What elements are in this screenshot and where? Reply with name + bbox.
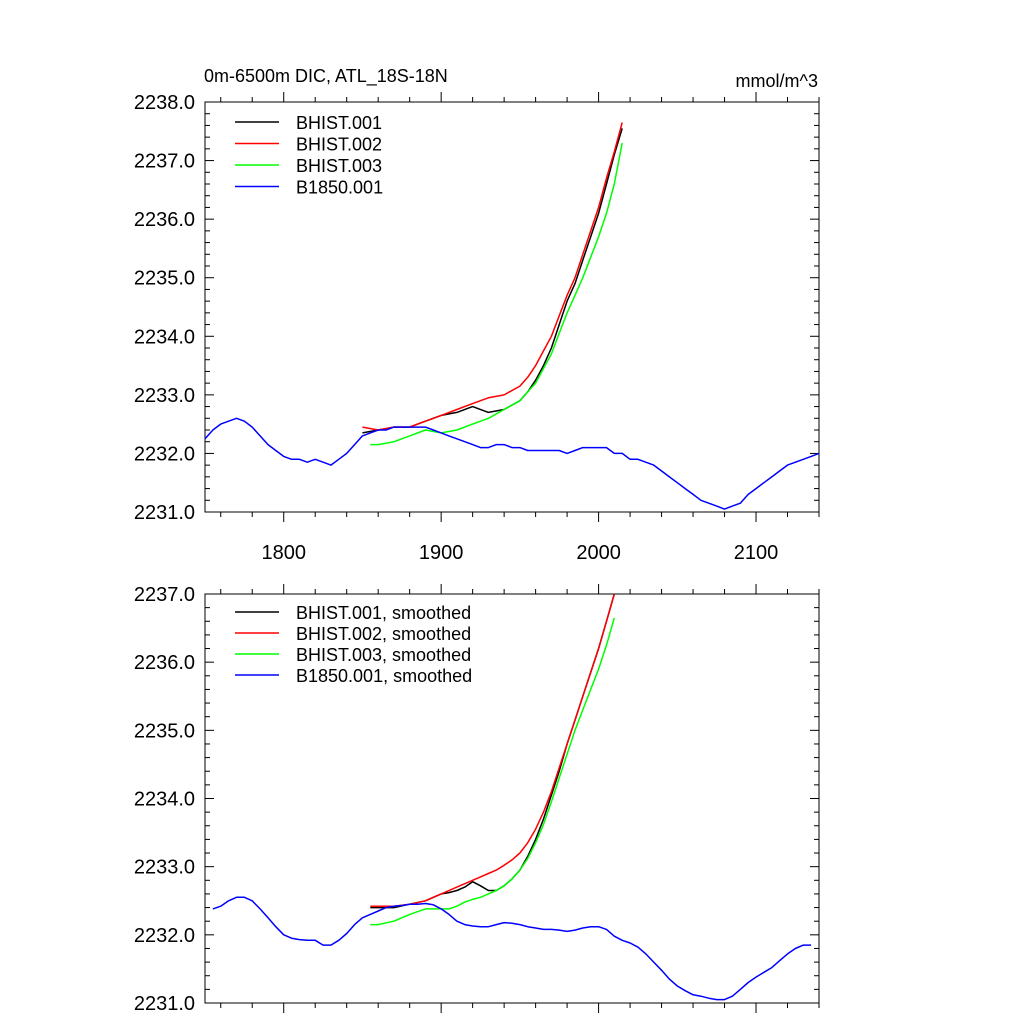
x-tick-label: 1900: [419, 542, 464, 564]
series-line-3: [370, 617, 616, 926]
y-tick-label: 2234.0: [134, 326, 195, 348]
y-tick-label: 2237.0: [134, 151, 195, 173]
series-line-1: [362, 128, 623, 434]
legend-label: BHIST.003, smoothed: [296, 645, 471, 665]
y-tick-label: 2236.0: [134, 209, 195, 231]
series-line-2: [362, 122, 623, 431]
series-line-4: [204, 417, 820, 510]
y-tick-label: 2232.0: [134, 925, 195, 947]
legend-label: BHIST.001: [296, 113, 382, 133]
y-tick-label: 2234.0: [134, 789, 195, 811]
y-tick-label: 2238.0: [134, 92, 195, 114]
series-line-3: [370, 142, 623, 446]
y-tick-label: 2231.0: [134, 993, 195, 1015]
series-line-2: [370, 593, 616, 907]
plot-frame: [204, 101, 820, 513]
x-tick-label: 2000: [576, 542, 621, 564]
legend-label: B1850.001: [296, 178, 383, 198]
y-tick-label: 2233.0: [134, 857, 195, 879]
x-tick-label: 2100: [734, 542, 779, 564]
y-tick-label: 2233.0: [134, 385, 195, 407]
y-tick-label: 2232.0: [134, 443, 195, 465]
y-tick-label: 2235.0: [134, 720, 195, 742]
units-label: mmol/m^3: [736, 71, 818, 91]
y-tick-label: 2237.0: [134, 584, 195, 606]
chart-panel-bottom: 2231.0 2232.0 2233.0 2234.0 2235.0 2236.0 2237…: [134, 584, 820, 1015]
y-tick-label: 2236.0: [134, 652, 195, 674]
chart-panel-top: 0m-6500m DIC, ATL_18S-18N mmol/m^3 2231.…: [134, 66, 820, 564]
series-line-4: [212, 896, 812, 1001]
legend-label: B1850.001, smoothed: [296, 666, 472, 686]
y-tick-label: 2235.0: [134, 268, 195, 290]
legend-label: BHIST.002: [296, 135, 382, 155]
y-tick-label: 2231.0: [134, 502, 195, 524]
x-tick-label: 1800: [261, 542, 306, 564]
chart-title: 0m-6500m DIC, ATL_18S-18N: [204, 66, 448, 87]
legend-label: BHIST.002, smoothed: [296, 624, 471, 644]
legend-label: BHIST.001, smoothed: [296, 603, 471, 623]
legend-label: BHIST.003: [296, 156, 382, 176]
